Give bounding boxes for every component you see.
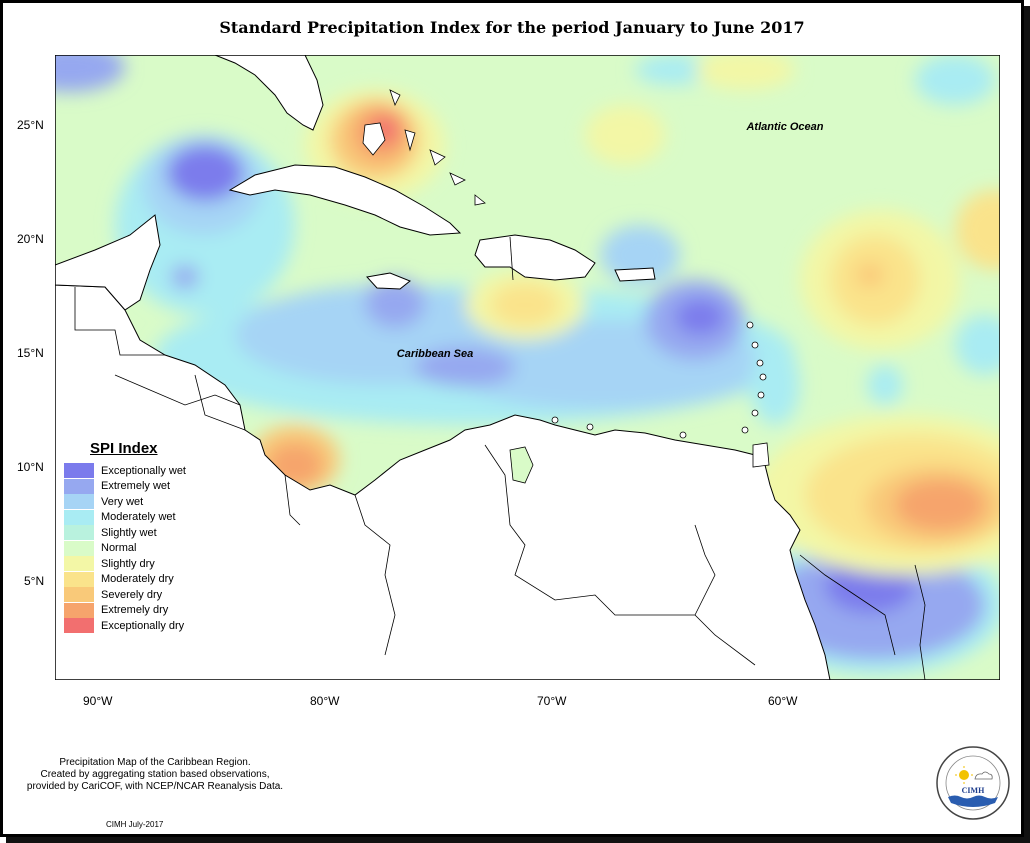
- lon-label-80w: 80°W: [310, 694, 340, 708]
- lat-label-20n: 20°N: [17, 232, 44, 246]
- footnote-line-3: provided by CariCOF, with NCEP/NCAR Rean…: [26, 781, 284, 792]
- legend-swatch: [64, 556, 94, 572]
- lat-label-15n: 15°N: [17, 346, 44, 360]
- legend-swatch: [64, 509, 94, 525]
- legend-label: Slightly dry: [101, 557, 155, 570]
- legend-label: Extremely dry: [101, 604, 169, 617]
- cimh-logo-text: CIMH: [962, 786, 985, 795]
- map-title: Standard Precipitation Index for the per…: [219, 18, 805, 37]
- yucatan-landmass: [55, 214, 161, 311]
- footnote-line-2: Created by aggregating station based obs…: [40, 769, 270, 780]
- legend-swatch: [64, 463, 94, 479]
- cuba: [228, 164, 462, 236]
- lon-label-70w: 70°W: [537, 694, 567, 708]
- haiti-dr-border: [509, 236, 514, 281]
- legend-label: Moderately dry: [101, 573, 174, 586]
- footnote-line-1: Precipitation Map of the Caribbean Regio…: [59, 757, 251, 768]
- legend-item: Very wet: [64, 494, 196, 510]
- legend-swatch: [64, 540, 94, 556]
- legend-swatch: [64, 525, 94, 541]
- legend-swatch: [64, 494, 94, 510]
- lat-label-5n: 5°N: [24, 574, 45, 588]
- legend-item: Exceptionally dry: [64, 618, 196, 634]
- legend-swatch: [64, 571, 94, 587]
- legend-swatch: [64, 478, 94, 494]
- puerto-rico: [614, 267, 656, 282]
- florida: [214, 55, 324, 131]
- hispaniola: [474, 234, 596, 281]
- legend-label: Severely dry: [101, 588, 163, 601]
- legend-label: Normal: [101, 542, 137, 555]
- map-credit: CIMH July-2017: [106, 820, 164, 829]
- lat-label-25n: 25°N: [17, 118, 44, 132]
- legend-label: Exceptionally wet: [101, 464, 186, 477]
- legend-label: Slightly wet: [101, 526, 157, 539]
- legend-item: Moderately wet: [64, 509, 196, 526]
- lon-label-90w: 90°W: [83, 694, 113, 708]
- caribbean-sea-label: Caribbean Sea: [397, 348, 473, 360]
- spi-legend: SPI Index Exceptionally wet Extremely wet…: [64, 440, 196, 634]
- jamaica: [366, 272, 411, 290]
- legend-label: Moderately wet: [101, 511, 176, 524]
- frame-shadow-bottom: [6, 837, 1030, 843]
- country-borders: [74, 287, 926, 680]
- legend-item: Exceptionally wet: [64, 463, 196, 479]
- legend-item: Normal: [64, 540, 196, 557]
- lat-label-10n: 10°N: [17, 460, 44, 474]
- legend-item: Slightly wet: [64, 525, 196, 541]
- legend-label: Exceptionally dry: [101, 619, 185, 632]
- mainland-landmass: [55, 284, 831, 680]
- lesser-antilles: [551, 321, 770, 468]
- legend-label: Extremely wet: [101, 480, 171, 493]
- legend-item: Moderately dry: [64, 571, 196, 588]
- frame-shadow-right: [1024, 6, 1030, 843]
- legend-swatch: [64, 602, 94, 618]
- lon-label-60w: 60°W: [768, 694, 798, 708]
- atlantic-ocean-label: Atlantic Ocean: [745, 121, 823, 133]
- legend-title: SPI Index: [90, 440, 158, 457]
- legend-item: Extremely dry: [64, 602, 196, 619]
- legend-item: Slightly dry: [64, 556, 196, 572]
- lake-maracaibo: [509, 446, 534, 484]
- bahamas: [362, 89, 486, 206]
- legend-swatch: [64, 618, 94, 634]
- cimh-logo-icon: CIMH: [935, 745, 1011, 821]
- map-footnote: Precipitation Map of the Caribbean Regio…: [10, 757, 300, 793]
- legend-item: Severely dry: [64, 587, 196, 603]
- legend-item: Extremely wet: [64, 478, 196, 495]
- legend-swatch: [64, 587, 94, 603]
- spi-map: Atlantic Ocean Caribbean Sea: [55, 55, 1000, 680]
- legend-label: Very wet: [101, 495, 144, 508]
